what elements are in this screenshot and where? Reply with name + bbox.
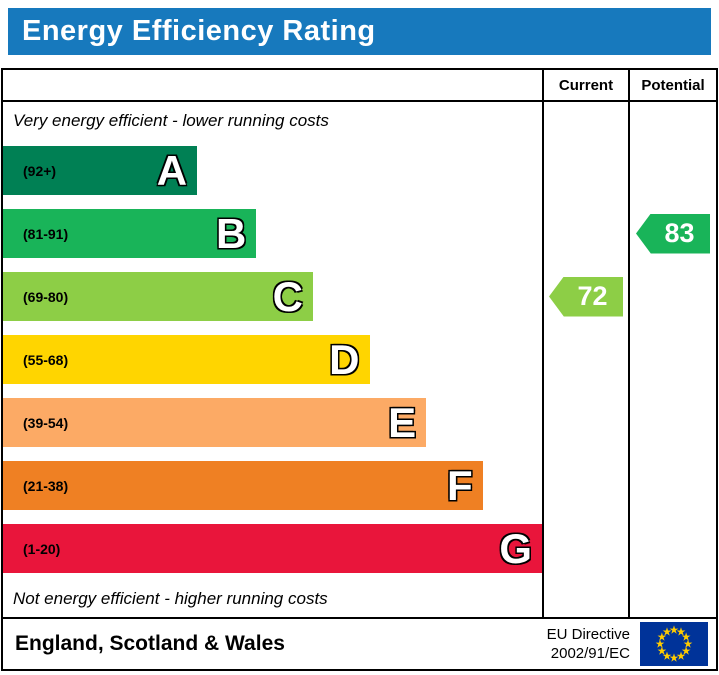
- band-bar-a: (92+) A: [3, 146, 198, 195]
- band-bar-f: (21-38) F: [3, 461, 483, 510]
- band-letter: F: [447, 461, 473, 509]
- eu-directive-line2: 2002/91/EC: [550, 645, 630, 662]
- potential-cell: 83: [628, 202, 716, 265]
- band-bar-e: (39-54) E: [3, 398, 427, 447]
- top-note: Very energy efficient - lower running co…: [13, 111, 329, 130]
- potential-cell: [628, 580, 716, 617]
- potential-cell: [628, 139, 716, 202]
- potential-cell: [628, 265, 716, 328]
- band-row-d: (55-68) D: [3, 328, 716, 391]
- potential-column-header: Potential: [628, 70, 716, 100]
- band-range: (55-68): [23, 351, 69, 368]
- current-cell: [542, 328, 628, 391]
- band-row-a: (92+) A: [3, 139, 716, 202]
- region-label: England, Scotland & Wales: [15, 632, 285, 655]
- rating-chart: Current Potential Very energy efficient …: [1, 68, 718, 671]
- band-range: (69-80): [23, 288, 69, 305]
- band-bar-g: (1-20) G: [3, 524, 542, 573]
- current-cell: [542, 454, 628, 517]
- band-bar-b: (81-91) B: [3, 209, 257, 258]
- footer: England, Scotland & Wales EU Directive 2…: [3, 617, 716, 669]
- eu-directive-line1: EU Directive: [546, 625, 630, 643]
- band-letter: G: [499, 524, 532, 572]
- top-note-row: Very energy efficient - lower running co…: [3, 102, 716, 139]
- column-header-row: Current Potential: [3, 70, 716, 102]
- potential-cell: [628, 102, 716, 139]
- potential-rating-arrow: 83: [636, 213, 710, 254]
- current-cell: 72: [542, 265, 628, 328]
- potential-cell: [628, 391, 716, 454]
- potential-cell: [628, 454, 716, 517]
- band-letter: C: [272, 272, 303, 320]
- title-banner: Energy Efficiency Rating: [8, 8, 711, 55]
- band-row-b: (81-91) B 83: [3, 202, 716, 265]
- band-range: (1-20): [23, 540, 61, 557]
- band-bar-c: (69-80) C: [3, 272, 313, 321]
- current-rating-arrow: 72: [549, 276, 623, 317]
- band-range: (81-91): [23, 225, 69, 242]
- band-row-e: (39-54) E: [3, 391, 716, 454]
- current-cell: [542, 102, 628, 139]
- eu-flag-icon: [640, 622, 708, 666]
- bottom-note-row: Not energy efficient - higher running co…: [3, 580, 716, 617]
- eu-directive-label: EU Directive 2002/91/EC: [547, 625, 630, 664]
- band-letter: D: [329, 335, 360, 383]
- band-range: (92+): [23, 162, 57, 179]
- band-letter: B: [215, 209, 247, 257]
- current-column-header: Current: [542, 70, 628, 100]
- band-letter: A: [156, 146, 188, 194]
- potential-cell: [628, 517, 716, 580]
- current-cell: [542, 139, 628, 202]
- potential-rating-value: 83: [664, 218, 695, 248]
- chart-header-spacer: [3, 70, 542, 100]
- band-row-f: (21-38) F: [3, 454, 716, 517]
- page-title: Energy Efficiency Rating: [22, 15, 376, 47]
- band-range: (39-54): [23, 414, 69, 431]
- current-cell: [542, 391, 628, 454]
- band-letter: E: [388, 398, 417, 446]
- current-cell: [542, 202, 628, 265]
- band-bar-d: (55-68) D: [3, 335, 370, 384]
- current-rating-value: 72: [577, 281, 608, 311]
- current-cell: [542, 580, 628, 617]
- band-row-c: (69-80) C 72: [3, 265, 716, 328]
- current-cell: [542, 517, 628, 580]
- band-row-g: (1-20) G: [3, 517, 716, 580]
- band-range: (21-38): [23, 477, 69, 494]
- potential-cell: [628, 328, 716, 391]
- bottom-note: Not energy efficient - higher running co…: [13, 589, 328, 608]
